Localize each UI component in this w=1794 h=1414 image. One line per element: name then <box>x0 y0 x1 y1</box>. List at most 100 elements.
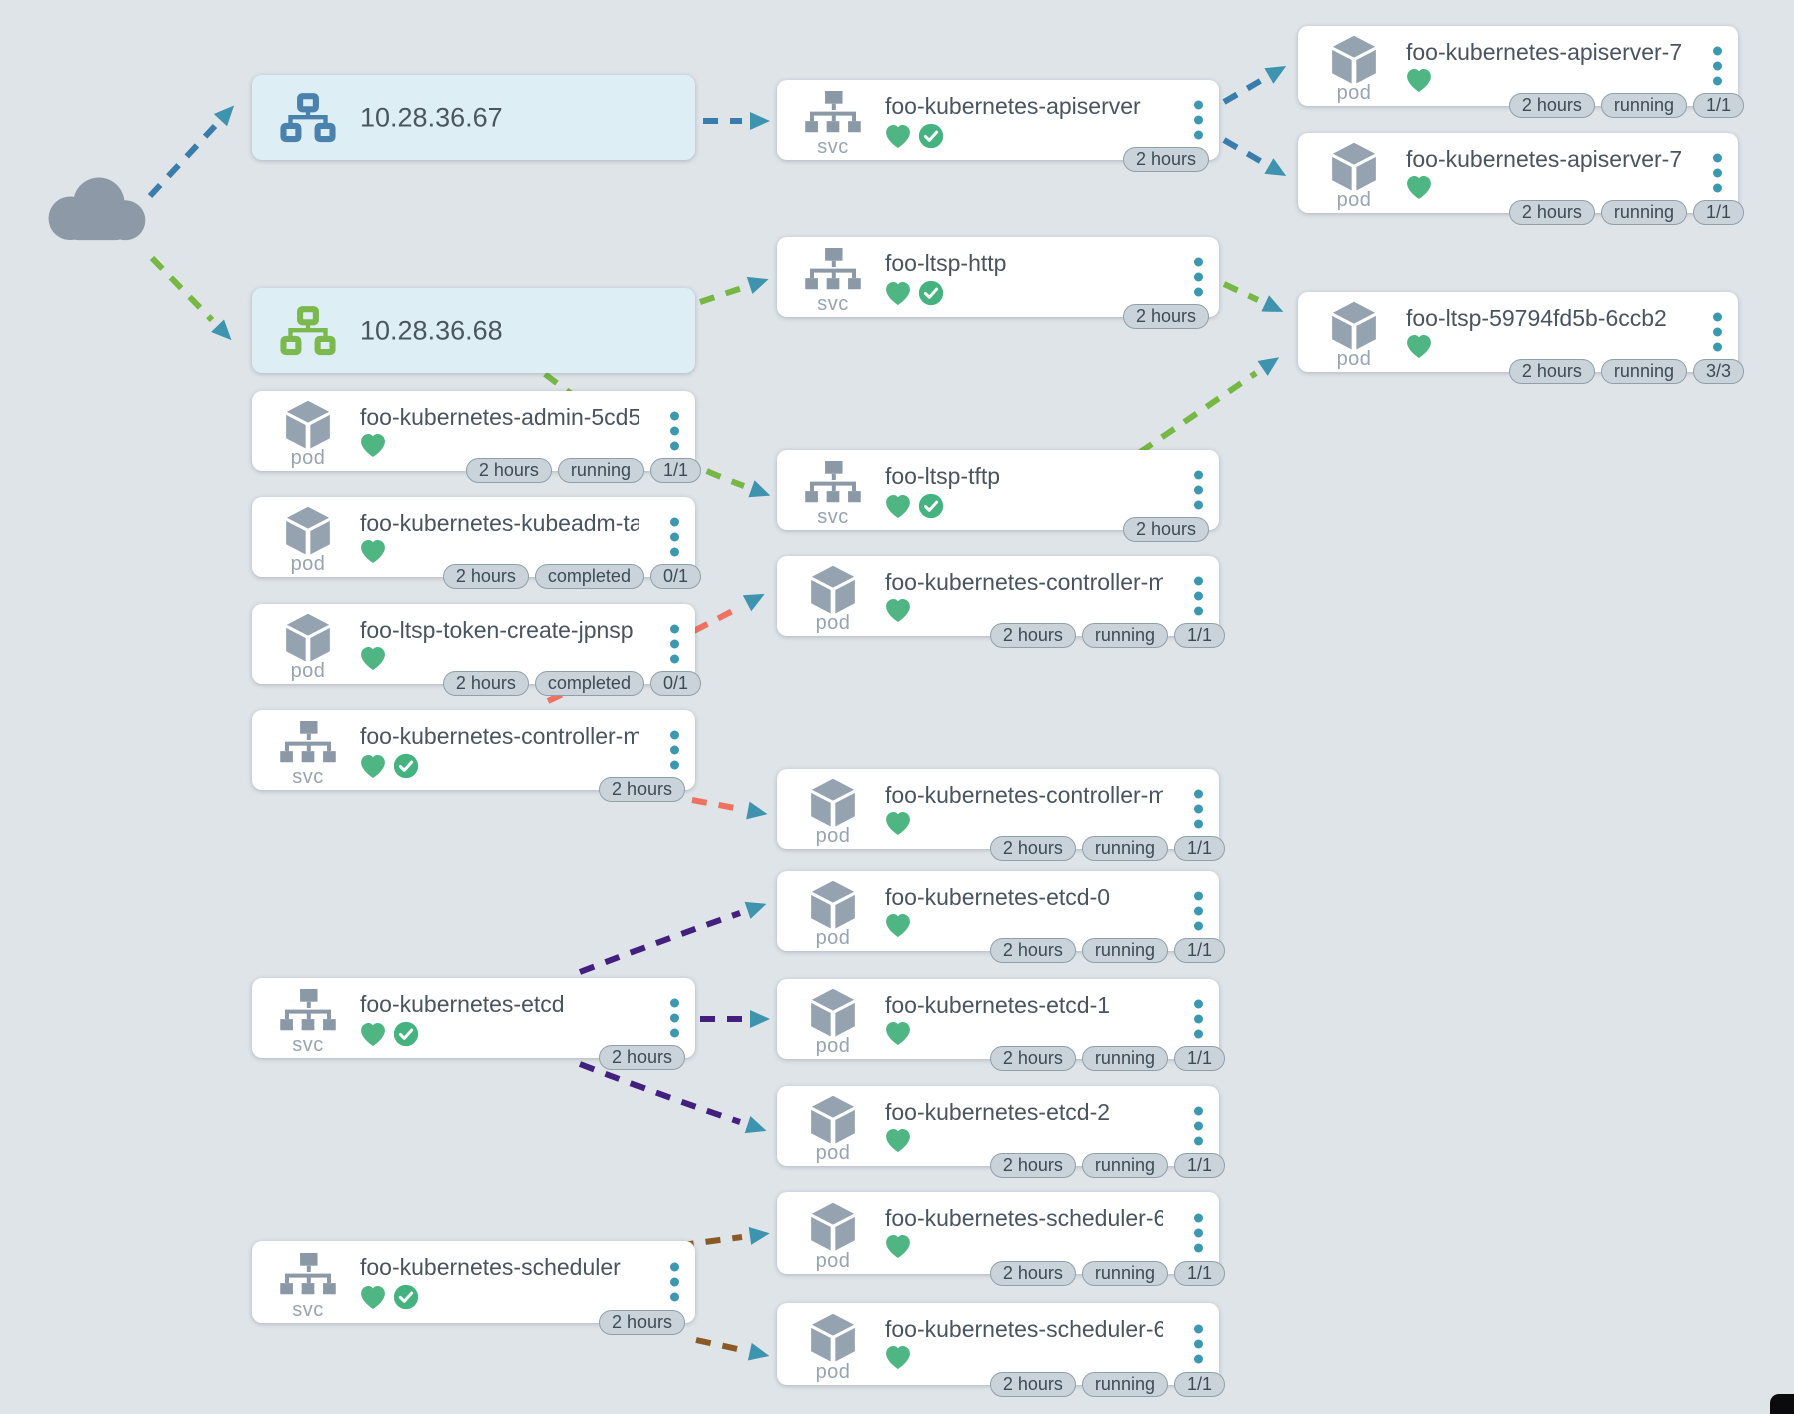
node-title: foo-ltsp-http <box>885 250 1007 276</box>
health-heart-icon <box>361 540 385 563</box>
kebab-menu[interactable] <box>670 411 679 451</box>
kebab-menu[interactable] <box>1194 1106 1203 1146</box>
node-pod-foo-kubernetes-scheduler-2[interactable]: pod foo-kubernetes-scheduler-6776... 2 h… <box>777 1303 1225 1397</box>
node-pod-foo-kubernetes-controller-manager-2[interactable]: pod foo-kubernetes-controller-man... 2 h… <box>777 769 1225 861</box>
node-pod-foo-kubernetes-apiserver-2[interactable]: pod foo-kubernetes-apiserver-7c6cf... 2 … <box>1298 133 1744 225</box>
kebab-menu[interactable] <box>1194 257 1203 297</box>
edge-arrow-icon <box>746 276 769 295</box>
pod-icon <box>789 1309 877 1366</box>
age-badge: 2 hours <box>989 836 1076 861</box>
node-title: foo-kubernetes-scheduler-6776... <box>885 1205 1163 1231</box>
age-badge: 2 hours <box>1122 304 1209 329</box>
kebab-menu[interactable] <box>1194 789 1203 829</box>
node-title: foo-kubernetes-scheduler-6776... <box>885 1316 1163 1342</box>
badge-group: 2 hours <box>1122 517 1209 542</box>
node-pod-foo-kubernetes-etcd-0[interactable]: pod foo-kubernetes-etcd-0 2 hours running… <box>777 871 1225 963</box>
kebab-menu[interactable] <box>670 730 679 770</box>
node-title: foo-kubernetes-admin-5cd5b4... <box>360 404 639 430</box>
badge-group: 2 hours running 1/1 <box>989 938 1225 963</box>
kebab-menu[interactable] <box>1194 470 1203 510</box>
age-badge: 2 hours <box>989 1261 1076 1286</box>
edge <box>695 1337 743 1353</box>
badge-group: 2 hours running 1/1 <box>989 623 1225 648</box>
kebab-menu[interactable] <box>1713 153 1722 193</box>
kebab-menu[interactable] <box>1713 312 1722 352</box>
edge-arrow-icon <box>742 593 765 612</box>
age-badge: 2 hours <box>598 1045 685 1070</box>
ready-badge: 1/1 <box>1173 836 1225 861</box>
kebab-menu[interactable] <box>670 1262 679 1302</box>
node-host-10-28-36-67[interactable]: 10.28.36.67 <box>252 75 695 160</box>
edge <box>699 285 743 305</box>
service-icon <box>789 243 877 299</box>
health-heart-icon <box>361 434 385 457</box>
edge <box>691 797 741 812</box>
node-pod-foo-kubernetes-scheduler-1[interactable]: pod foo-kubernetes-scheduler-6776... 2 h… <box>777 1192 1225 1286</box>
edge <box>578 1061 741 1125</box>
pod-icon <box>789 877 877 933</box>
health-heart-icon <box>886 281 910 305</box>
status-badge: running <box>1081 938 1168 963</box>
node-svc-foo-ltsp-http[interactable]: svc foo-ltsp-http 2 hours <box>777 237 1219 329</box>
node-svc-foo-kubernetes-controller-manager[interactable]: svc foo-kubernetes-controller-man... 2 h… <box>252 710 695 802</box>
kebab-menu[interactable] <box>670 998 679 1038</box>
edge <box>1222 77 1264 105</box>
node-pod-foo-ltsp[interactable]: pod foo-ltsp-59794fd5b-6ccb2 2 hours runn… <box>1298 292 1744 384</box>
node-svc-foo-kubernetes-etcd[interactable]: svc foo-kubernetes-etcd 2 hours <box>252 978 695 1070</box>
kebab-menu[interactable] <box>670 517 679 557</box>
edge-arrow-icon <box>744 1115 767 1134</box>
badge-group: 2 hours running 1/1 <box>989 1372 1225 1397</box>
service-icon <box>789 86 877 142</box>
age-badge: 2 hours <box>598 777 685 802</box>
age-badge: 2 hours <box>989 938 1076 963</box>
kebab-menu[interactable] <box>670 624 679 664</box>
edge-arrow-icon <box>213 105 235 127</box>
node-pod-foo-kubernetes-kubeadm-tasks[interactable]: pod foo-kubernetes-kubeadm-tasks... 2 ho… <box>252 497 701 589</box>
health-check-icon <box>918 280 944 306</box>
cloud-node[interactable] <box>40 168 152 249</box>
host-network-icon <box>264 75 352 160</box>
node-pod-foo-ltsp-token-create[interactable]: pod foo-ltsp-token-create-jpnsp 2 hours c… <box>252 604 701 696</box>
health-check-icon <box>393 1284 419 1310</box>
age-badge: 2 hours <box>1508 359 1595 384</box>
kebab-menu[interactable] <box>1713 46 1722 86</box>
kebab-menu[interactable] <box>1194 576 1203 616</box>
health-heart-icon <box>1407 335 1431 358</box>
health-heart-icon <box>1407 176 1431 199</box>
kebab-menu[interactable] <box>1194 1324 1203 1364</box>
edge-arrow-icon <box>1264 158 1287 177</box>
host-address-label: 10.28.36.68 <box>360 315 503 345</box>
node-title: foo-ltsp-tftp <box>885 463 1001 489</box>
ready-badge: 0/1 <box>649 564 701 589</box>
node-svc-foo-kubernetes-apiserver[interactable]: svc foo-kubernetes-apiserver 2 hours <box>777 80 1219 172</box>
age-badge: 2 hours <box>465 458 552 483</box>
node-type-label: svc <box>292 1299 324 1321</box>
node-type-label: pod <box>290 447 326 469</box>
age-badge: 2 hours <box>1508 93 1595 118</box>
edge-arrow-icon <box>748 1227 770 1245</box>
node-pod-foo-kubernetes-apiserver-1[interactable]: pod foo-kubernetes-apiserver-7c6cf... 2 … <box>1298 26 1744 118</box>
status-badge: running <box>1081 836 1168 861</box>
node-pod-foo-kubernetes-etcd-2[interactable]: pod foo-kubernetes-etcd-2 2 hours running… <box>777 1086 1225 1178</box>
kebab-menu[interactable] <box>1194 100 1203 140</box>
node-svc-foo-kubernetes-scheduler[interactable]: svc foo-kubernetes-scheduler 2 hours <box>252 1241 695 1335</box>
kebab-menu[interactable] <box>1194 891 1203 931</box>
health-heart-icon <box>886 599 910 622</box>
kebab-menu[interactable] <box>1194 1213 1203 1253</box>
badge-group: 2 hours completed 0/1 <box>442 564 701 589</box>
health-heart-icon <box>361 1285 385 1309</box>
edge <box>1222 281 1260 303</box>
node-svc-foo-ltsp-tftp[interactable]: svc foo-ltsp-tftp 2 hours <box>777 450 1219 542</box>
node-host-10-28-36-68[interactable]: 10.28.36.68 <box>252 288 695 373</box>
kebab-menu[interactable] <box>1194 999 1203 1039</box>
node-pod-foo-kubernetes-controller-manager-1[interactable]: pod foo-kubernetes-controller-man... 2 h… <box>777 556 1225 648</box>
node-type-label: svc <box>292 1034 324 1056</box>
age-badge: 2 hours <box>1122 517 1209 542</box>
age-badge: 2 hours <box>989 1372 1076 1397</box>
health-heart-icon <box>886 914 910 937</box>
health-heart-icon <box>886 124 910 148</box>
health-heart-icon <box>1407 69 1431 92</box>
node-pod-foo-kubernetes-admin[interactable]: pod foo-kubernetes-admin-5cd5b4... 2 hou… <box>252 391 701 483</box>
node-pod-foo-kubernetes-etcd-1[interactable]: pod foo-kubernetes-etcd-1 2 hours running… <box>777 979 1225 1071</box>
